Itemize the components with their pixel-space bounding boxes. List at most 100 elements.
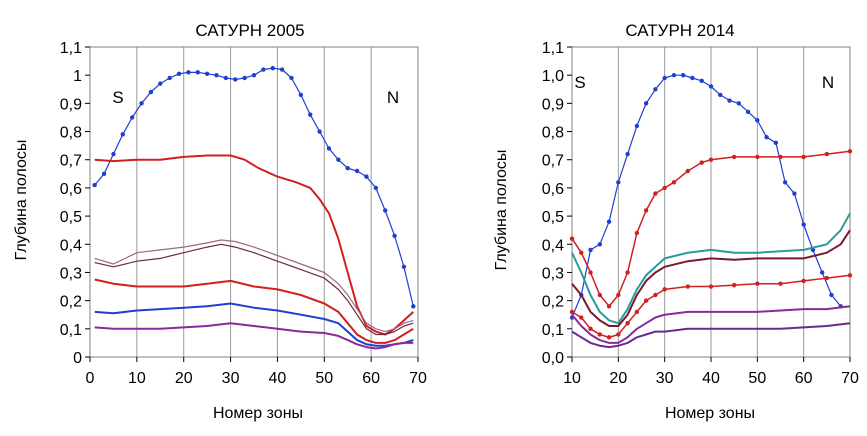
data-point: [204, 71, 210, 76]
data-point: [606, 219, 612, 224]
y-tick-label: 0,4: [60, 237, 82, 254]
data-point: [569, 236, 575, 241]
data-point: [792, 191, 797, 196]
data-point: [671, 72, 677, 78]
data-point: [616, 332, 621, 337]
data-point: [801, 222, 806, 227]
data-point: [186, 70, 191, 75]
y-tick-label: 0,4: [542, 237, 564, 254]
annotation-north: N: [387, 88, 399, 107]
data-point: [597, 292, 602, 298]
data-point: [289, 75, 294, 81]
data-point: [111, 151, 116, 157]
y-tick-label: 0,2: [60, 294, 82, 311]
data-point: [176, 71, 182, 76]
data-point: [625, 151, 630, 157]
y-tick-label: 0,1: [60, 322, 82, 339]
y-tick-label: 0,9: [542, 96, 564, 113]
series-line: [94, 322, 414, 350]
series-7: [94, 322, 414, 350]
data-point: [653, 191, 658, 196]
data-point: [778, 281, 783, 286]
data-point: [764, 134, 769, 140]
data-point: [606, 304, 612, 309]
y-axis-label: Глубина полосы: [13, 140, 30, 261]
data-point: [579, 250, 584, 255]
chart-1: САТУРН 2005 0 10 20 30 40 50 60 70 0 0,1 0,2 0,3 0,4 0…: [13, 21, 427, 422]
x-tick-label: 20: [175, 370, 193, 387]
series-2: [94, 154, 414, 336]
x-tick-label: 20: [609, 370, 627, 387]
data-point: [354, 168, 360, 174]
data-point: [634, 123, 640, 129]
data-point: [801, 154, 806, 160]
data-point: [755, 281, 760, 286]
data-point: [643, 101, 649, 106]
data-point: [829, 292, 834, 298]
y-tick-label: 0,3: [542, 265, 564, 282]
y-tick-label: 0,6: [542, 181, 564, 198]
y-tick-label: 0,2: [542, 294, 564, 311]
data-point: [167, 75, 172, 81]
y-axis-label: Глубина полосы: [493, 150, 510, 271]
series-5: [94, 278, 414, 344]
data-point: [298, 92, 304, 98]
plot-frame: [89, 46, 419, 358]
data-point: [317, 129, 322, 134]
data-point: [773, 140, 779, 146]
data-point: [662, 75, 667, 81]
data-point: [579, 315, 584, 320]
data-point: [401, 264, 407, 270]
data-point: [139, 101, 144, 106]
data-point: [718, 92, 723, 98]
data-point: [699, 160, 704, 165]
data-point: [251, 72, 257, 78]
data-point: [597, 242, 602, 247]
data-point: [270, 65, 275, 71]
y-tick-label: 0: [73, 350, 82, 367]
data-point: [727, 98, 732, 103]
data-point: [736, 101, 741, 106]
y-tick-label: 0,8: [60, 125, 82, 142]
series-1: [569, 72, 843, 320]
data-point: [588, 270, 593, 275]
y-tick-label: 0,3: [60, 265, 82, 282]
data-point: [755, 154, 760, 160]
data-point: [653, 87, 658, 92]
data-point: [778, 154, 783, 160]
x-tick-label: 60: [362, 370, 380, 387]
series-line: [94, 278, 414, 344]
data-point: [223, 75, 229, 81]
data-point: [383, 208, 388, 213]
data-point: [782, 180, 788, 185]
data-point: [588, 247, 593, 253]
chart-2: САТУРН 2014 10 20 30 40 50 60 70 0,0 0,1 0,2 0,3 0,4…: [493, 21, 859, 422]
data-point: [731, 282, 737, 288]
series-4: [571, 229, 851, 327]
chart-title: САТУРН 2005: [195, 21, 304, 40]
data-point: [569, 309, 575, 315]
x-tick-label: 70: [841, 370, 859, 387]
y-tick-label: 0,5: [60, 209, 82, 226]
data-point: [681, 72, 686, 78]
y-tick-label: 0,1: [542, 322, 564, 339]
y-tick-label: 1,1: [60, 40, 82, 57]
x-tick-label: 30: [656, 370, 674, 387]
data-point: [364, 174, 369, 179]
data-point: [92, 182, 97, 188]
data-point: [755, 118, 760, 123]
data-point: [597, 332, 602, 337]
y-tick-label: 0,8: [542, 125, 564, 142]
data-point: [824, 275, 830, 281]
x-axis-label: Номер зоны: [213, 405, 303, 422]
x-tick-label: 30: [222, 370, 240, 387]
data-point: [820, 270, 825, 275]
y-tick-label: 1,1: [542, 40, 564, 57]
y-tick-label: 1,0: [542, 68, 564, 85]
data-point: [662, 287, 667, 292]
data-point: [214, 72, 219, 78]
data-point: [120, 132, 126, 137]
series-3: [94, 239, 414, 333]
x-axis-label: Номер зоны: [665, 405, 755, 422]
